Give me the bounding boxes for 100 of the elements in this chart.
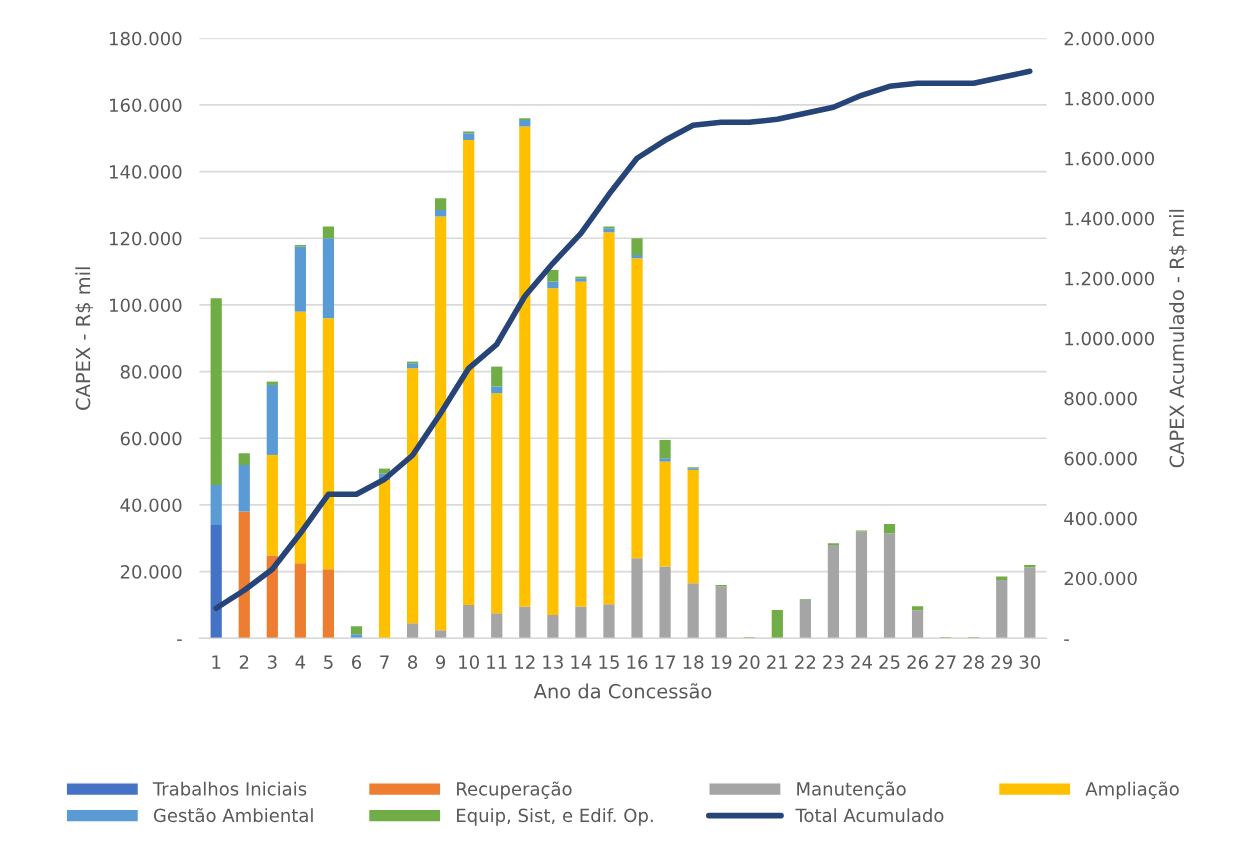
x-tick-label: 11 [487, 655, 507, 669]
bar [238, 511, 250, 639]
bar [322, 238, 335, 319]
x-tick-label: 16 [627, 655, 648, 669]
bar [491, 366, 503, 387]
bar [463, 139, 475, 605]
x-tick-label: 20 [739, 655, 760, 669]
x-tick-label: 25 [879, 655, 900, 669]
bar [575, 281, 587, 607]
bar [827, 544, 840, 639]
legend-label: Ampliação [1085, 781, 1179, 800]
x-tick-label: 27 [935, 655, 956, 669]
bar [575, 606, 587, 639]
bar [210, 524, 222, 639]
bar [631, 558, 643, 639]
bar [350, 626, 363, 635]
bar [294, 311, 306, 564]
bar [294, 563, 306, 639]
y-tick-label: 80.000 [120, 365, 182, 379]
bar [238, 453, 250, 465]
bar [463, 133, 475, 140]
bar [883, 523, 896, 534]
y-tick-label: 100.000 [110, 298, 182, 313]
y2-axis-title: CAPEX Acumulado - R$ mil [1169, 209, 1187, 468]
bar [294, 246, 306, 312]
legend-label: Manutenção [797, 781, 906, 799]
x-tick-label: 10 [459, 655, 479, 669]
bar [322, 318, 335, 570]
y2-tick-label: 200.000 [1064, 571, 1137, 586]
x-tick-label: 28 [963, 655, 984, 669]
x-tick-label: 3 [267, 655, 277, 669]
bar [659, 458, 671, 462]
bar [491, 613, 503, 639]
bar [687, 469, 699, 584]
y-tick-label: 120.000 [110, 231, 182, 246]
bar [406, 363, 419, 369]
bar [435, 216, 447, 631]
x-tick-label: 15 [599, 655, 619, 669]
x-tick-label: 9 [436, 655, 446, 669]
x-tick-label: 6 [351, 655, 362, 669]
bar [715, 586, 727, 639]
y2-tick-label: 1.000.000 [1065, 331, 1154, 346]
bar [911, 610, 924, 639]
legend-label: Total Acumulado [795, 808, 944, 823]
x-tick-label: 1 [212, 655, 221, 669]
legend-label: Equip, Sist, e Edif. Op. [457, 808, 653, 826]
bar [631, 254, 643, 259]
bar [210, 484, 222, 525]
x-tick-label: 13 [543, 655, 563, 669]
bar [406, 368, 419, 624]
y2-tick-label: 1.800.000 [1065, 91, 1154, 106]
y2-tick-label: 2.000.000 [1064, 31, 1154, 46]
bar [519, 119, 531, 127]
y2-tick-label: 800.000 [1064, 391, 1137, 406]
x-tick-label: 23 [823, 655, 844, 669]
x-tick-label: 8 [408, 655, 418, 669]
bar [266, 454, 278, 556]
y-tick-label: 20.000 [120, 565, 182, 579]
x-tick-label: 22 [795, 655, 816, 669]
x-tick-label: 30 [1019, 655, 1041, 669]
x-tick-label: 7 [380, 655, 389, 669]
legend-label: Recuperação [457, 781, 572, 800]
x-tick-label: 18 [683, 655, 704, 669]
bar [603, 228, 615, 233]
bar [883, 533, 896, 639]
bar [799, 599, 811, 639]
bar [519, 606, 531, 639]
x-tick-label: 14 [571, 655, 592, 669]
x-tick-label: 12 [515, 655, 535, 669]
bar [266, 384, 278, 455]
x-tick-label: 26 [907, 655, 928, 669]
bar [631, 258, 643, 559]
x-tick-label: 4 [295, 655, 306, 669]
bar [491, 393, 503, 614]
y-tick-label: 160.000 [110, 98, 182, 113]
bar [687, 583, 699, 639]
x-tick-label: 17 [655, 655, 676, 669]
y-tick-label: 140.000 [110, 165, 182, 179]
bar [659, 461, 671, 567]
bar [435, 630, 447, 639]
legend-label: Gestão Ambiental [153, 807, 313, 823]
x-tick-label: 24 [851, 655, 872, 669]
y-tick-label: 40.000 [120, 498, 182, 513]
x-axis-title: Ano da Concessão [533, 683, 712, 699]
bar [603, 604, 615, 639]
bar [771, 609, 783, 639]
bar [435, 209, 447, 217]
y2-tick-label: 400.000 [1064, 511, 1137, 526]
legend-label: Trabalhos Iniciais [152, 781, 307, 796]
bar [435, 198, 447, 210]
x-tick-label: 21 [767, 655, 788, 669]
bar [855, 531, 868, 639]
x-tick-label: 5 [324, 655, 333, 669]
bar [210, 298, 222, 485]
y-tick-label: 60.000 [120, 431, 182, 446]
bar [996, 579, 1008, 639]
y2-tick-label: 1.200.000 [1065, 271, 1154, 286]
y2-tick-label: 1.600.000 [1065, 151, 1154, 166]
bar [659, 439, 671, 459]
y-axis-title: CAPEX - R$ mil [75, 267, 93, 410]
